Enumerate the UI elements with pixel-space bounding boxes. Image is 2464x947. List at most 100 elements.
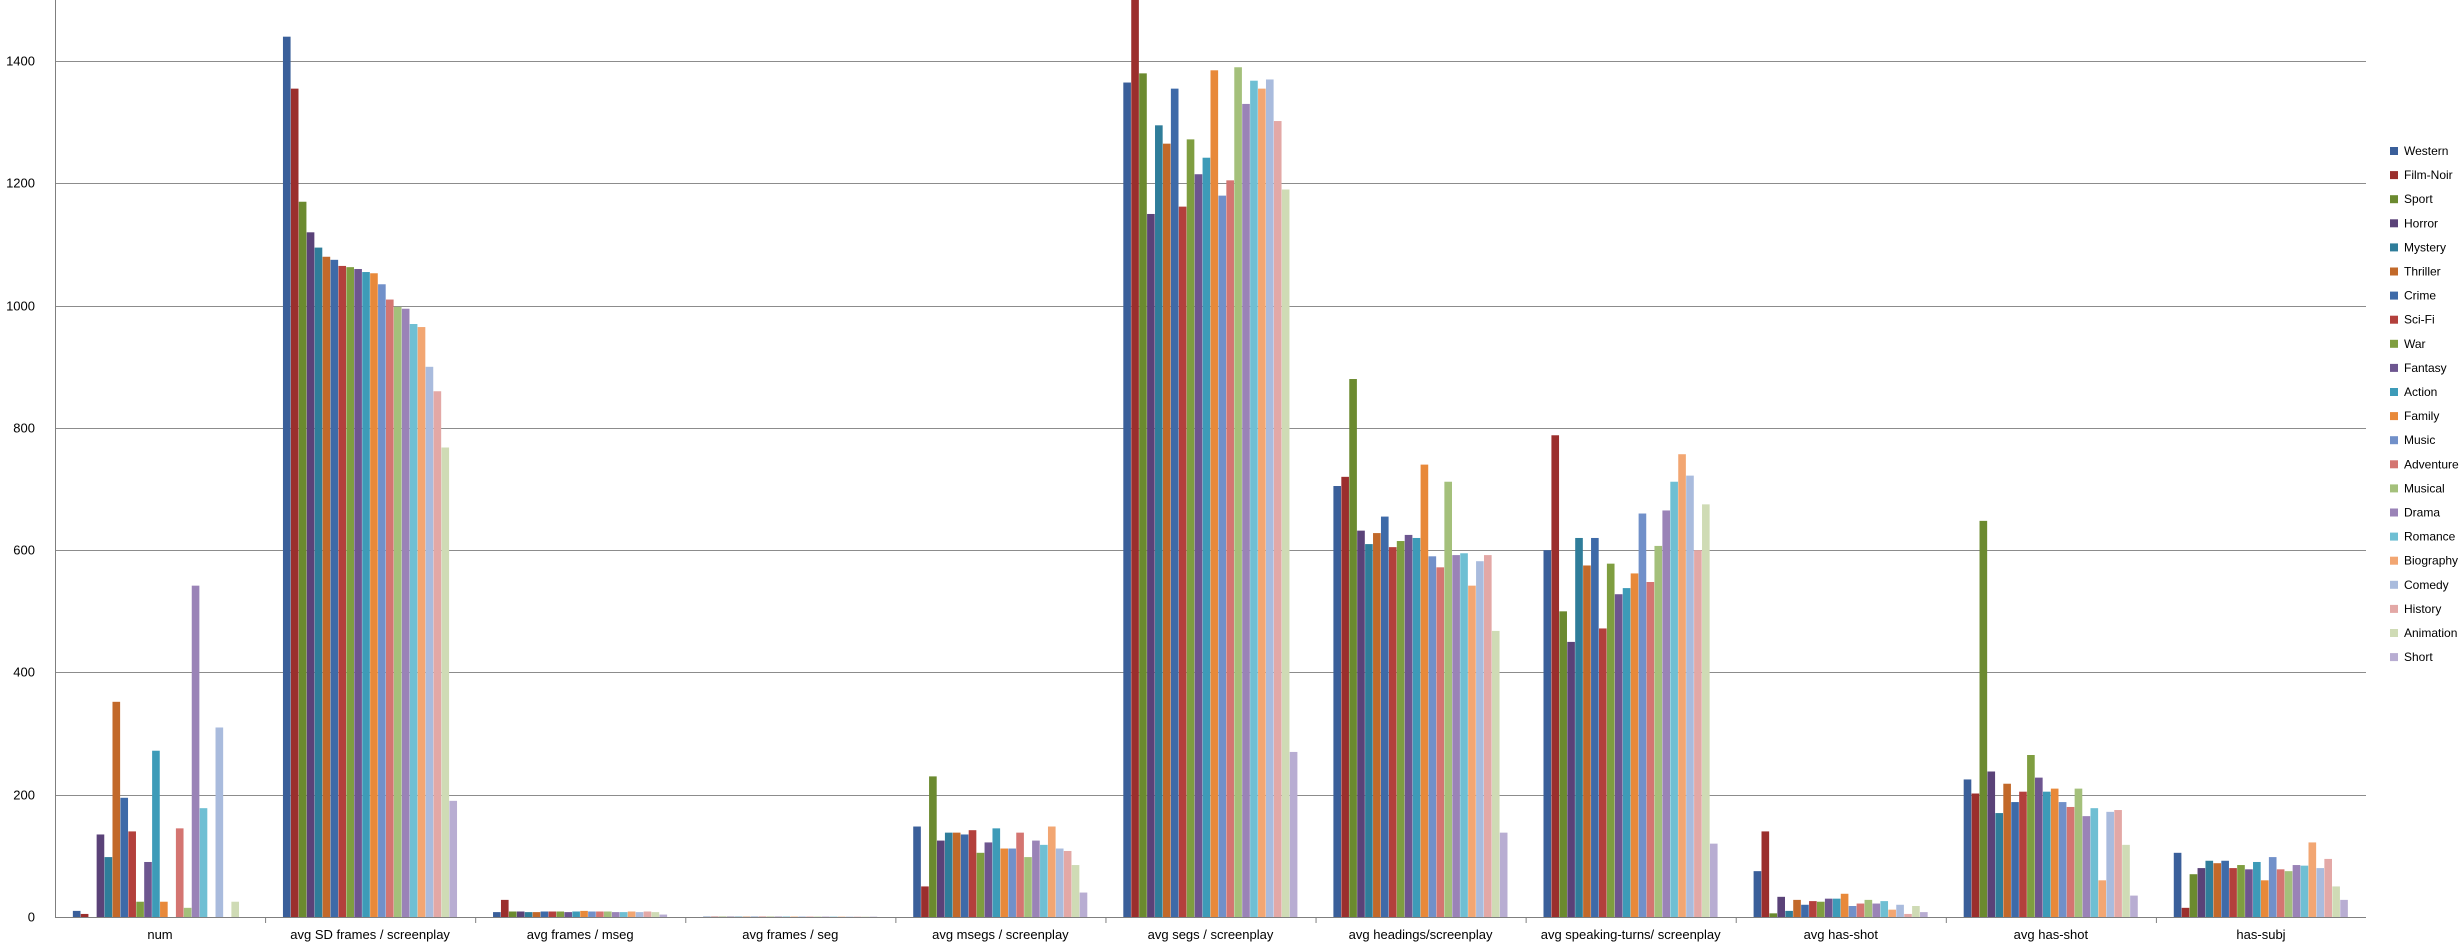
bar-crime [330,259,339,917]
bar-mystery [524,912,533,917]
bar-mystery [104,857,113,917]
bar-crime [120,797,129,917]
bar-drama [2292,865,2301,917]
bar-action [1202,157,1211,918]
bar-romance [199,808,208,917]
bar-adventure [596,911,604,917]
bar-animation [231,901,240,917]
bar-animation [1071,865,1080,917]
bar-fantasy [2245,869,2253,917]
bar-mystery [314,247,323,918]
bar-sci-fi [968,830,977,917]
category-axis: num avg SD frames / screenplay avg frames … [55,917,2366,942]
bar-crime [1380,516,1389,917]
x-category-label: avg has-shot [1804,927,1879,942]
bar-fantasy [564,912,572,917]
bar-short [1289,751,1298,917]
bar-crime [2221,860,2229,917]
bar-thriller [1162,143,1171,917]
bar-western [2173,852,2182,917]
bar-music [2268,857,2277,917]
legend-label: Crime [2404,289,2436,303]
bar-fantasy [1404,534,1413,917]
bar-crime [1170,88,1179,917]
bar-sport [508,911,517,917]
legend-swatch-horror [2390,219,2398,228]
bar-short [1709,843,1718,917]
bar-sci-fi [128,831,136,917]
bar-biography [2098,880,2107,917]
bar-western [1123,82,1131,917]
legend-label: Music [2404,433,2435,447]
bar-sci-fi [1598,628,1607,917]
bar-biography [1468,585,1476,917]
bar-biography [1258,88,1266,917]
legend-label: Western [2404,144,2448,158]
legend-label: Sci-Fi [2404,313,2435,327]
legend-swatch-war [2390,339,2398,348]
legend-label: Family [2404,409,2439,423]
bar-romance [1670,481,1678,917]
bar-sci-fi [1388,547,1397,917]
bar-horror [2197,868,2206,917]
bar-fantasy [984,842,993,917]
bar-film-noir [1971,793,1980,917]
legend-label: Sport [2404,192,2433,206]
x-category-label: avg SD frames / screenplay [290,927,450,942]
bar-short [659,914,668,917]
legend-swatch-sport [2390,195,2398,204]
bar-animation [2332,886,2340,917]
legend-swatch-film-noir [2390,171,2398,180]
bar-action [152,750,160,917]
bar-action [1412,537,1421,917]
bar-war [556,911,565,917]
bar-sci-fi [338,265,347,917]
bar-film-noir [921,886,929,917]
bar-comedy [635,912,644,917]
bar-crime [2011,802,2019,917]
bar-western [1543,550,1552,917]
bar-war [1816,901,1825,917]
legend-swatch-music [2390,436,2398,445]
bar-short [1499,832,1508,917]
bar-thriller [322,256,331,917]
bar-horror [516,911,525,917]
bar-thriller [2213,863,2222,917]
bar-musical [393,306,402,917]
bar-music [2058,802,2067,917]
bar-music [1008,848,1016,917]
bar-music [1638,513,1647,917]
bar-animation [1912,906,1920,917]
bar-fantasy [2035,777,2043,917]
legend-label: Romance [2404,530,2456,544]
bar-family [1840,893,1849,917]
bar-comedy [2316,868,2325,917]
y-tick-label: 1000 [6,299,35,314]
bar-biography [1888,909,1896,917]
bar-sci-fi [2229,868,2237,917]
bar-family [1000,848,1009,917]
bar-sci-fi [2019,791,2027,917]
y-tick-label: 0 [28,910,35,925]
bar-fantasy [1194,174,1203,918]
y-tick-label: 1400 [6,54,35,69]
bar-thriller [112,701,121,917]
bar-short [2340,899,2348,917]
bar-family [2050,788,2059,917]
bar-biography [1047,826,1056,917]
legend-swatch-animation [2390,629,2398,637]
legend-swatch-short [2390,653,2398,662]
bar-sport [1769,913,1778,917]
bar-horror [1147,213,1155,918]
bar-romance [2300,865,2309,917]
bar-thriller [1373,533,1381,917]
bar-family [1420,464,1429,917]
bar-romance [2090,808,2099,917]
bar-romance [1880,901,1889,917]
legend-label: Musical [2404,481,2445,495]
bar-film-noir [1131,0,1139,918]
bar-history [433,391,442,917]
legend-label: Horror [2404,216,2438,230]
bar-animation [1702,504,1710,917]
bar-family [160,901,168,917]
